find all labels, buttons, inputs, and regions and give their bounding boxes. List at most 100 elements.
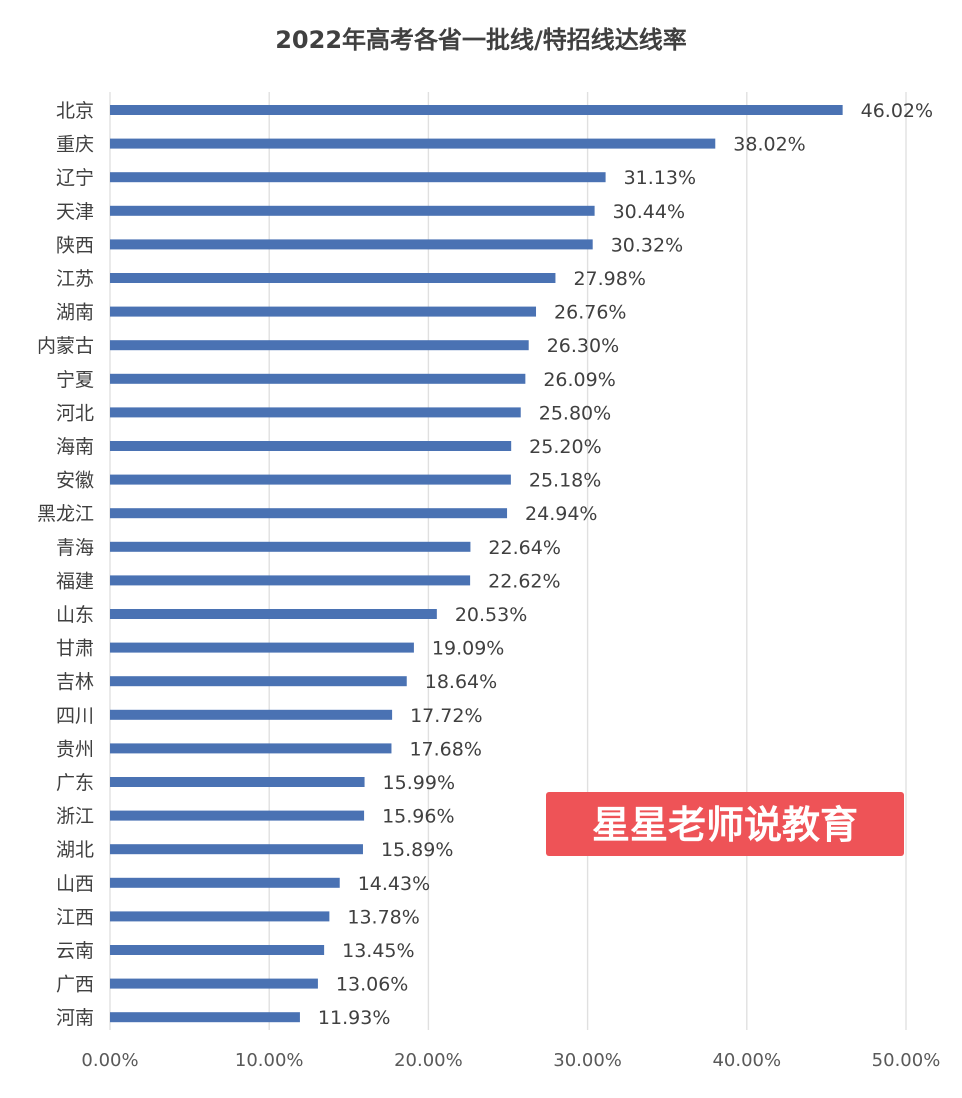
data-label: 13.45% (342, 940, 414, 962)
category-label: 河北 (56, 402, 94, 424)
bar (110, 609, 437, 619)
bar (110, 844, 363, 855)
category-label: 青海 (56, 537, 94, 559)
bar (110, 205, 595, 216)
bar (110, 810, 365, 821)
bar (110, 105, 843, 115)
x-tick-label: 0.00% (81, 1050, 138, 1071)
x-tick-label: 10.00% (235, 1050, 304, 1071)
data-label: 26.09% (543, 369, 615, 391)
data-label: 15.99% (383, 772, 455, 794)
bar (110, 541, 471, 552)
data-label: 19.09% (432, 638, 504, 660)
category-label: 四川 (56, 705, 94, 727)
category-label: 辽宁 (56, 167, 94, 189)
data-label: 22.62% (488, 570, 560, 592)
category-label: 天津 (56, 201, 94, 223)
bar (110, 945, 325, 955)
data-label: 26.76% (554, 302, 626, 324)
bar (110, 877, 340, 888)
data-label: 17.68% (409, 738, 481, 760)
category-label: 重庆 (56, 134, 94, 156)
category-label: 河南 (56, 1007, 94, 1029)
bar (110, 306, 537, 317)
watermark: 星星老师说教育 (546, 792, 904, 856)
data-label: 15.89% (381, 839, 453, 861)
bar (110, 474, 511, 485)
category-label: 甘肃 (56, 638, 94, 660)
bar (110, 777, 365, 787)
bar (110, 138, 716, 149)
bar (110, 172, 606, 183)
bar (110, 676, 407, 687)
x-tick-label: 50.00% (872, 1050, 941, 1071)
data-label: 25.18% (529, 470, 601, 492)
data-label: 22.64% (488, 537, 560, 559)
category-label: 吉林 (56, 671, 94, 693)
bar (110, 575, 471, 586)
x-tick-label: 30.00% (553, 1050, 622, 1071)
category-label: 山西 (56, 873, 94, 895)
category-label: 广西 (56, 974, 94, 996)
bar (110, 340, 529, 351)
category-label: 贵州 (56, 738, 94, 760)
bars (110, 105, 843, 1023)
bar (110, 709, 393, 720)
category-label: 云南 (56, 940, 94, 962)
data-label: 18.64% (425, 671, 497, 693)
category-label: 湖南 (56, 302, 94, 324)
bar (110, 508, 508, 519)
bar (110, 743, 392, 754)
data-label: 14.43% (358, 873, 430, 895)
category-label: 浙江 (56, 806, 94, 828)
bar (110, 373, 526, 384)
bar (110, 978, 318, 989)
category-label: 山东 (56, 604, 94, 626)
data-label: 17.72% (410, 705, 482, 727)
bar (110, 642, 414, 653)
data-label: 38.02% (733, 134, 805, 156)
data-label: 46.02% (861, 100, 933, 122)
bar (110, 441, 512, 451)
category-label: 黑龙江 (37, 503, 94, 525)
category-label: 江苏 (56, 268, 94, 290)
data-label: 15.96% (382, 806, 454, 828)
category-label: 北京 (56, 100, 94, 122)
bar (110, 239, 593, 250)
watermark-text: 星星老师说教育 (592, 803, 858, 847)
data-label: 26.30% (547, 335, 619, 357)
data-label: 31.13% (624, 167, 696, 189)
x-axis-ticks: 0.00% 10.00% 20.00% 30.00% 40.00% 50.00% (81, 1050, 940, 1071)
category-label: 宁夏 (56, 369, 94, 391)
data-label: 30.32% (611, 234, 683, 256)
chart-title: 2022年高考各省一批线/特招线达线率 (275, 26, 687, 54)
data-label: 25.20% (529, 436, 601, 458)
category-label: 内蒙古 (37, 335, 94, 357)
value-labels: 46.02% 38.02% 31.13% 30.44% 30.32% 27.98% 26.7… (318, 100, 933, 1029)
category-label: 湖北 (56, 839, 94, 861)
data-label: 11.93% (318, 1007, 390, 1029)
x-tick-label: 20.00% (394, 1050, 463, 1071)
x-tick-label: 40.00% (712, 1050, 781, 1071)
data-label: 20.53% (455, 604, 527, 626)
data-label: 13.06% (336, 974, 408, 996)
data-label: 13.78% (347, 906, 419, 928)
category-label: 福建 (56, 570, 94, 592)
category-labels: 北京重庆辽宁天津陕西江苏湖南内蒙古宁夏河北海南安徽黑龙江青海福建山东甘肃吉林四川… (37, 100, 94, 1029)
bar (110, 911, 330, 922)
data-label: 24.94% (525, 503, 597, 525)
category-label: 陕西 (56, 234, 94, 256)
category-label: 江西 (56, 906, 94, 928)
bar (110, 273, 556, 283)
bar (110, 1012, 300, 1023)
data-label: 27.98% (573, 268, 645, 290)
data-label: 25.80% (539, 402, 611, 424)
watermark-box (546, 792, 904, 856)
gridlines (109, 92, 907, 1030)
category-label: 广东 (56, 772, 94, 794)
data-label: 30.44% (613, 201, 685, 223)
bar (110, 407, 521, 418)
category-label: 海南 (56, 436, 94, 458)
category-label: 安徽 (56, 470, 94, 492)
